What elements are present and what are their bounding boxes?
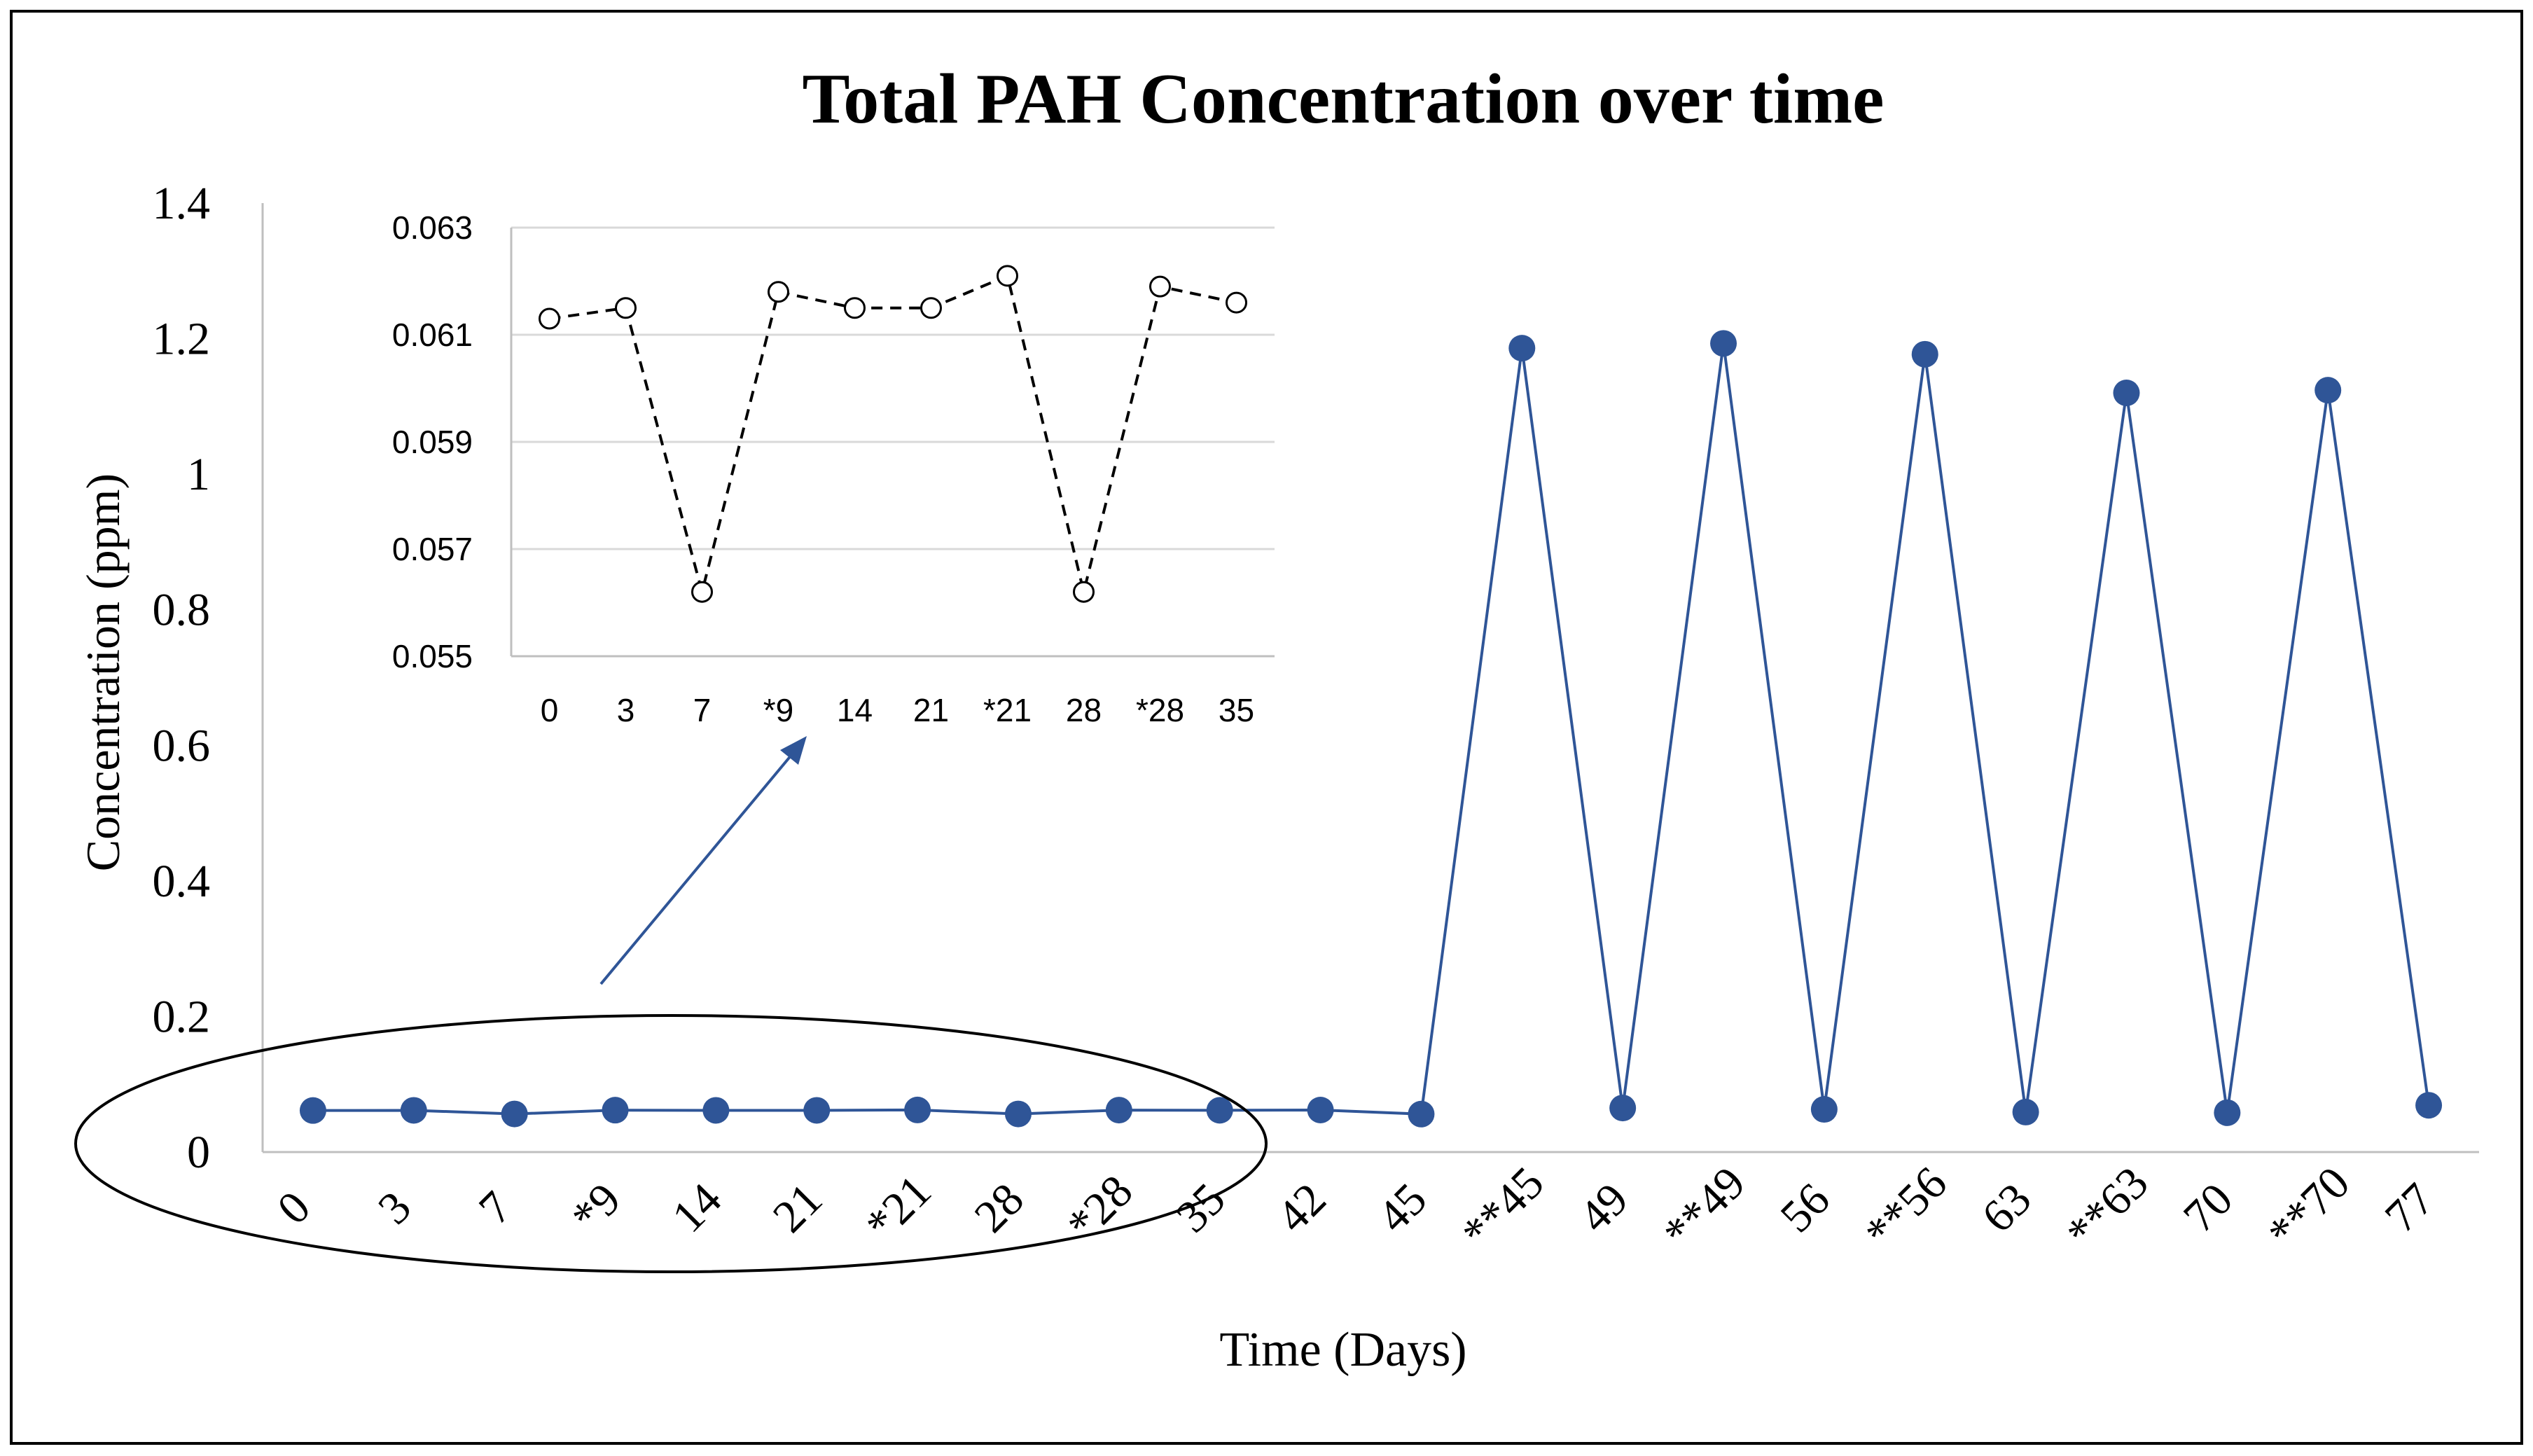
inset-x-tick-label: 7 xyxy=(693,692,712,728)
y-tick-label: 1.4 xyxy=(153,178,211,229)
data-point xyxy=(400,1097,427,1124)
inset-series-line xyxy=(549,274,1237,598)
outer-frame xyxy=(10,10,2523,1445)
inset-y-tick-label: 0.055 xyxy=(392,638,473,674)
y-tick-label: 0.6 xyxy=(153,720,211,771)
data-point xyxy=(2415,1092,2443,1119)
data-point xyxy=(299,1097,326,1124)
inset-data-point xyxy=(539,307,560,330)
inset-x-tick-label: *9 xyxy=(763,692,793,728)
zoom-callout-arrow xyxy=(599,736,807,985)
data-point xyxy=(1710,330,1737,357)
inset-x-tick-label: 28 xyxy=(1066,692,1102,728)
data-point xyxy=(1408,1100,1435,1128)
inset-data-point xyxy=(691,581,713,603)
data-point xyxy=(602,1097,629,1124)
inset-x-tick-label: 14 xyxy=(837,692,873,728)
y-tick-label: 0.8 xyxy=(153,585,211,636)
data-point xyxy=(501,1100,528,1128)
y-tick-label: 0 xyxy=(187,1127,210,1178)
inset-y-tick-label: 0.063 xyxy=(392,209,473,246)
inset-y-tick-label: 0.057 xyxy=(392,531,473,567)
y-tick-label: 0.4 xyxy=(153,856,211,907)
inset-data-point xyxy=(1149,275,1171,298)
data-point xyxy=(2012,1098,2039,1125)
inset-data-point xyxy=(1073,581,1095,603)
y-tick-label: 1.2 xyxy=(153,314,211,365)
inset-x-tick-label: 3 xyxy=(617,692,635,728)
y-tick-label: 0.2 xyxy=(153,991,211,1042)
inset-plot-area: 0.055 0.057 0.059 0.061 0.063 0 3 7 *9 14 21 *21 28 *… xyxy=(392,209,1275,728)
series-line-total-pah xyxy=(312,343,2431,1116)
inset-data-point xyxy=(615,297,637,319)
y-axis-label: Concentration (ppm) xyxy=(76,473,130,871)
data-point xyxy=(2214,1099,2241,1126)
zoom-region-ellipse xyxy=(74,1014,1268,1273)
data-point xyxy=(702,1097,730,1124)
data-point xyxy=(1105,1097,1132,1124)
inset-data-point xyxy=(768,281,789,303)
data-point xyxy=(1206,1097,1233,1124)
inset-x-tick-label: 21 xyxy=(913,692,949,728)
inset-data-point xyxy=(997,265,1018,287)
data-point xyxy=(803,1097,831,1124)
data-point xyxy=(1508,335,1536,362)
data-point xyxy=(904,1096,931,1123)
data-point xyxy=(2113,380,2140,406)
inset-data-point xyxy=(1226,291,1247,314)
y-tick-label: 1 xyxy=(187,449,210,500)
data-point xyxy=(1911,340,1938,368)
inset-x-tick-label: 35 xyxy=(1219,692,1254,728)
inset-x-tick-label: *21 xyxy=(983,692,1032,728)
data-point xyxy=(1004,1100,1032,1128)
x-axis-label: Time (Days) xyxy=(1219,1323,1466,1377)
data-point xyxy=(1609,1095,1637,1122)
inset-y-tick-label: 0.061 xyxy=(392,317,473,353)
data-point xyxy=(1810,1096,1838,1123)
inset-data-point xyxy=(844,297,866,319)
inset-x-tick-label: 0 xyxy=(541,692,559,728)
inset-data-point xyxy=(920,297,942,319)
inset-x-tick-label: *28 xyxy=(1136,692,1184,728)
data-point xyxy=(2315,377,2342,404)
data-point xyxy=(1307,1096,1334,1123)
chart-title: Total PAH Concentration over time xyxy=(803,60,1885,139)
inset-y-tick-label: 0.059 xyxy=(392,424,473,460)
